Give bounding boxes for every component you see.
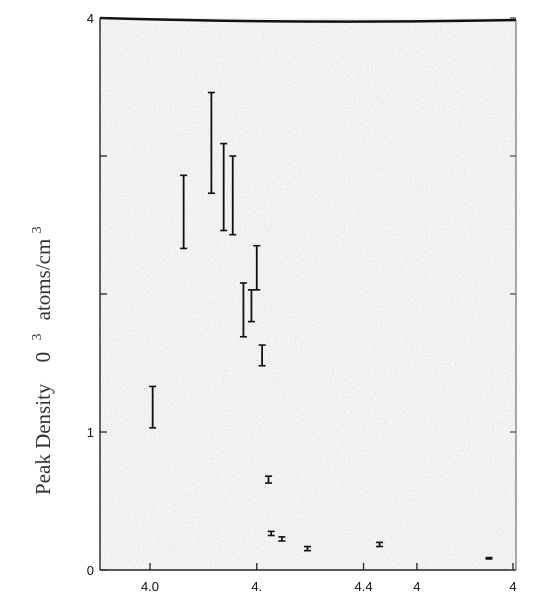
error-bar-4 (229, 155, 237, 236)
y-ticks: 0 1 4 (87, 11, 516, 578)
error-bar-2 (207, 91, 215, 195)
error-bar-7 (253, 244, 261, 291)
plot-top-border (99, 16, 517, 23)
y-tick-label-1: 1 (87, 425, 94, 440)
y-axis-label-unit: atoms/cm (31, 239, 55, 321)
error-bar-11 (278, 536, 286, 542)
x-ticks: 4.0 4. 4.4 4 4 (141, 563, 517, 594)
y-tick-label-0: 0 (87, 563, 94, 578)
x-tick-label-0: 4.0 (141, 579, 159, 594)
error-bar-13 (376, 541, 384, 548)
x-tick-label-4: 4 (509, 579, 516, 594)
error-bar-0 (149, 385, 157, 429)
error-bar-10 (267, 530, 275, 537)
error-bar-8 (258, 344, 266, 367)
y-axis-label: Peak Density 0 3 atoms/cm 3 (22, 226, 55, 495)
y-axis-label-unit-exponent: 3 (30, 226, 45, 233)
error-bar-5 (239, 282, 247, 338)
y-tick-label-4: 4 (87, 11, 94, 26)
error-bar-9 (265, 475, 273, 484)
plot-texture (100, 18, 516, 570)
error-bar-12 (303, 545, 311, 552)
x-tick-label-1: 4. (251, 579, 262, 594)
error-bar-3 (220, 142, 228, 232)
x-tick-label-2: 4.4 (354, 579, 372, 594)
y-axis-label-exponent: 3 (30, 334, 45, 341)
data-points (149, 91, 493, 560)
error-bar-1 (180, 174, 188, 250)
error-bar-14 (485, 556, 493, 560)
y-axis-label-prefix: 0 (31, 352, 55, 363)
x-tick-label-3: 4 (413, 579, 420, 594)
y-axis-label-main: Peak Density (31, 383, 55, 495)
